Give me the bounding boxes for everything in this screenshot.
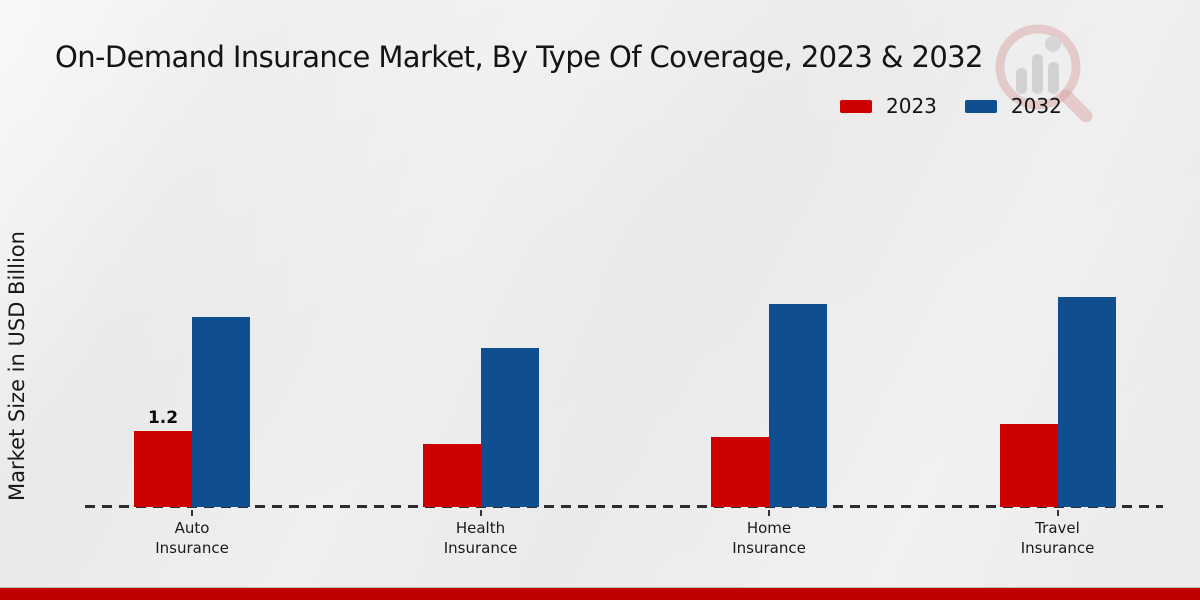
footer-divider — [0, 587, 1200, 588]
legend-swatch-2032 — [964, 99, 997, 113]
bar-2023 — [999, 424, 1058, 507]
magnifier-bar-chart-icon — [995, 24, 1093, 123]
chart-title: On-Demand Insurance Market, By Type Of C… — [55, 40, 983, 74]
legend-label-2023: 2023 — [886, 94, 937, 118]
bar-2032 — [1057, 297, 1116, 507]
category-label: Home Insurance — [732, 519, 806, 557]
category-label: Auto Insurance — [155, 519, 229, 557]
watermark-logo — [990, 22, 1095, 126]
legend-item-2032: 2032 — [964, 94, 1062, 118]
bar-2023 — [711, 437, 769, 507]
x-axis-tick — [191, 510, 193, 516]
x-axis-tick — [768, 510, 770, 516]
legend-label-2032: 2032 — [1010, 94, 1062, 118]
bar-2023 — [134, 430, 192, 507]
x-axis-tick — [479, 510, 482, 516]
legend-item-2023: 2023 — [840, 94, 937, 118]
footer-accent-bar — [0, 588, 1200, 600]
bar-group-travel-insurance: Travel Insurance — [999, 267, 1116, 557]
legend-swatch-2023 — [840, 99, 872, 113]
category-label: Travel Insurance — [1020, 519, 1095, 557]
bar-2032 — [769, 303, 827, 507]
legend: 2023 2032 — [840, 94, 1062, 118]
bar-group-auto-insurance: 1.2 Auto Insurance — [134, 267, 250, 557]
x-axis-tick — [1056, 510, 1059, 516]
bar-group-health-insurance: Health Insurance — [422, 267, 539, 557]
bar-2032 — [192, 316, 250, 507]
bar-group-home-insurance: Home Insurance — [711, 267, 827, 557]
x-axis-baseline — [85, 505, 1163, 508]
bar-value-label: 1.2 — [147, 407, 179, 428]
category-label: Health Insurance — [443, 519, 518, 557]
bar-2023 — [422, 443, 481, 507]
bar-2032 — [480, 348, 539, 507]
